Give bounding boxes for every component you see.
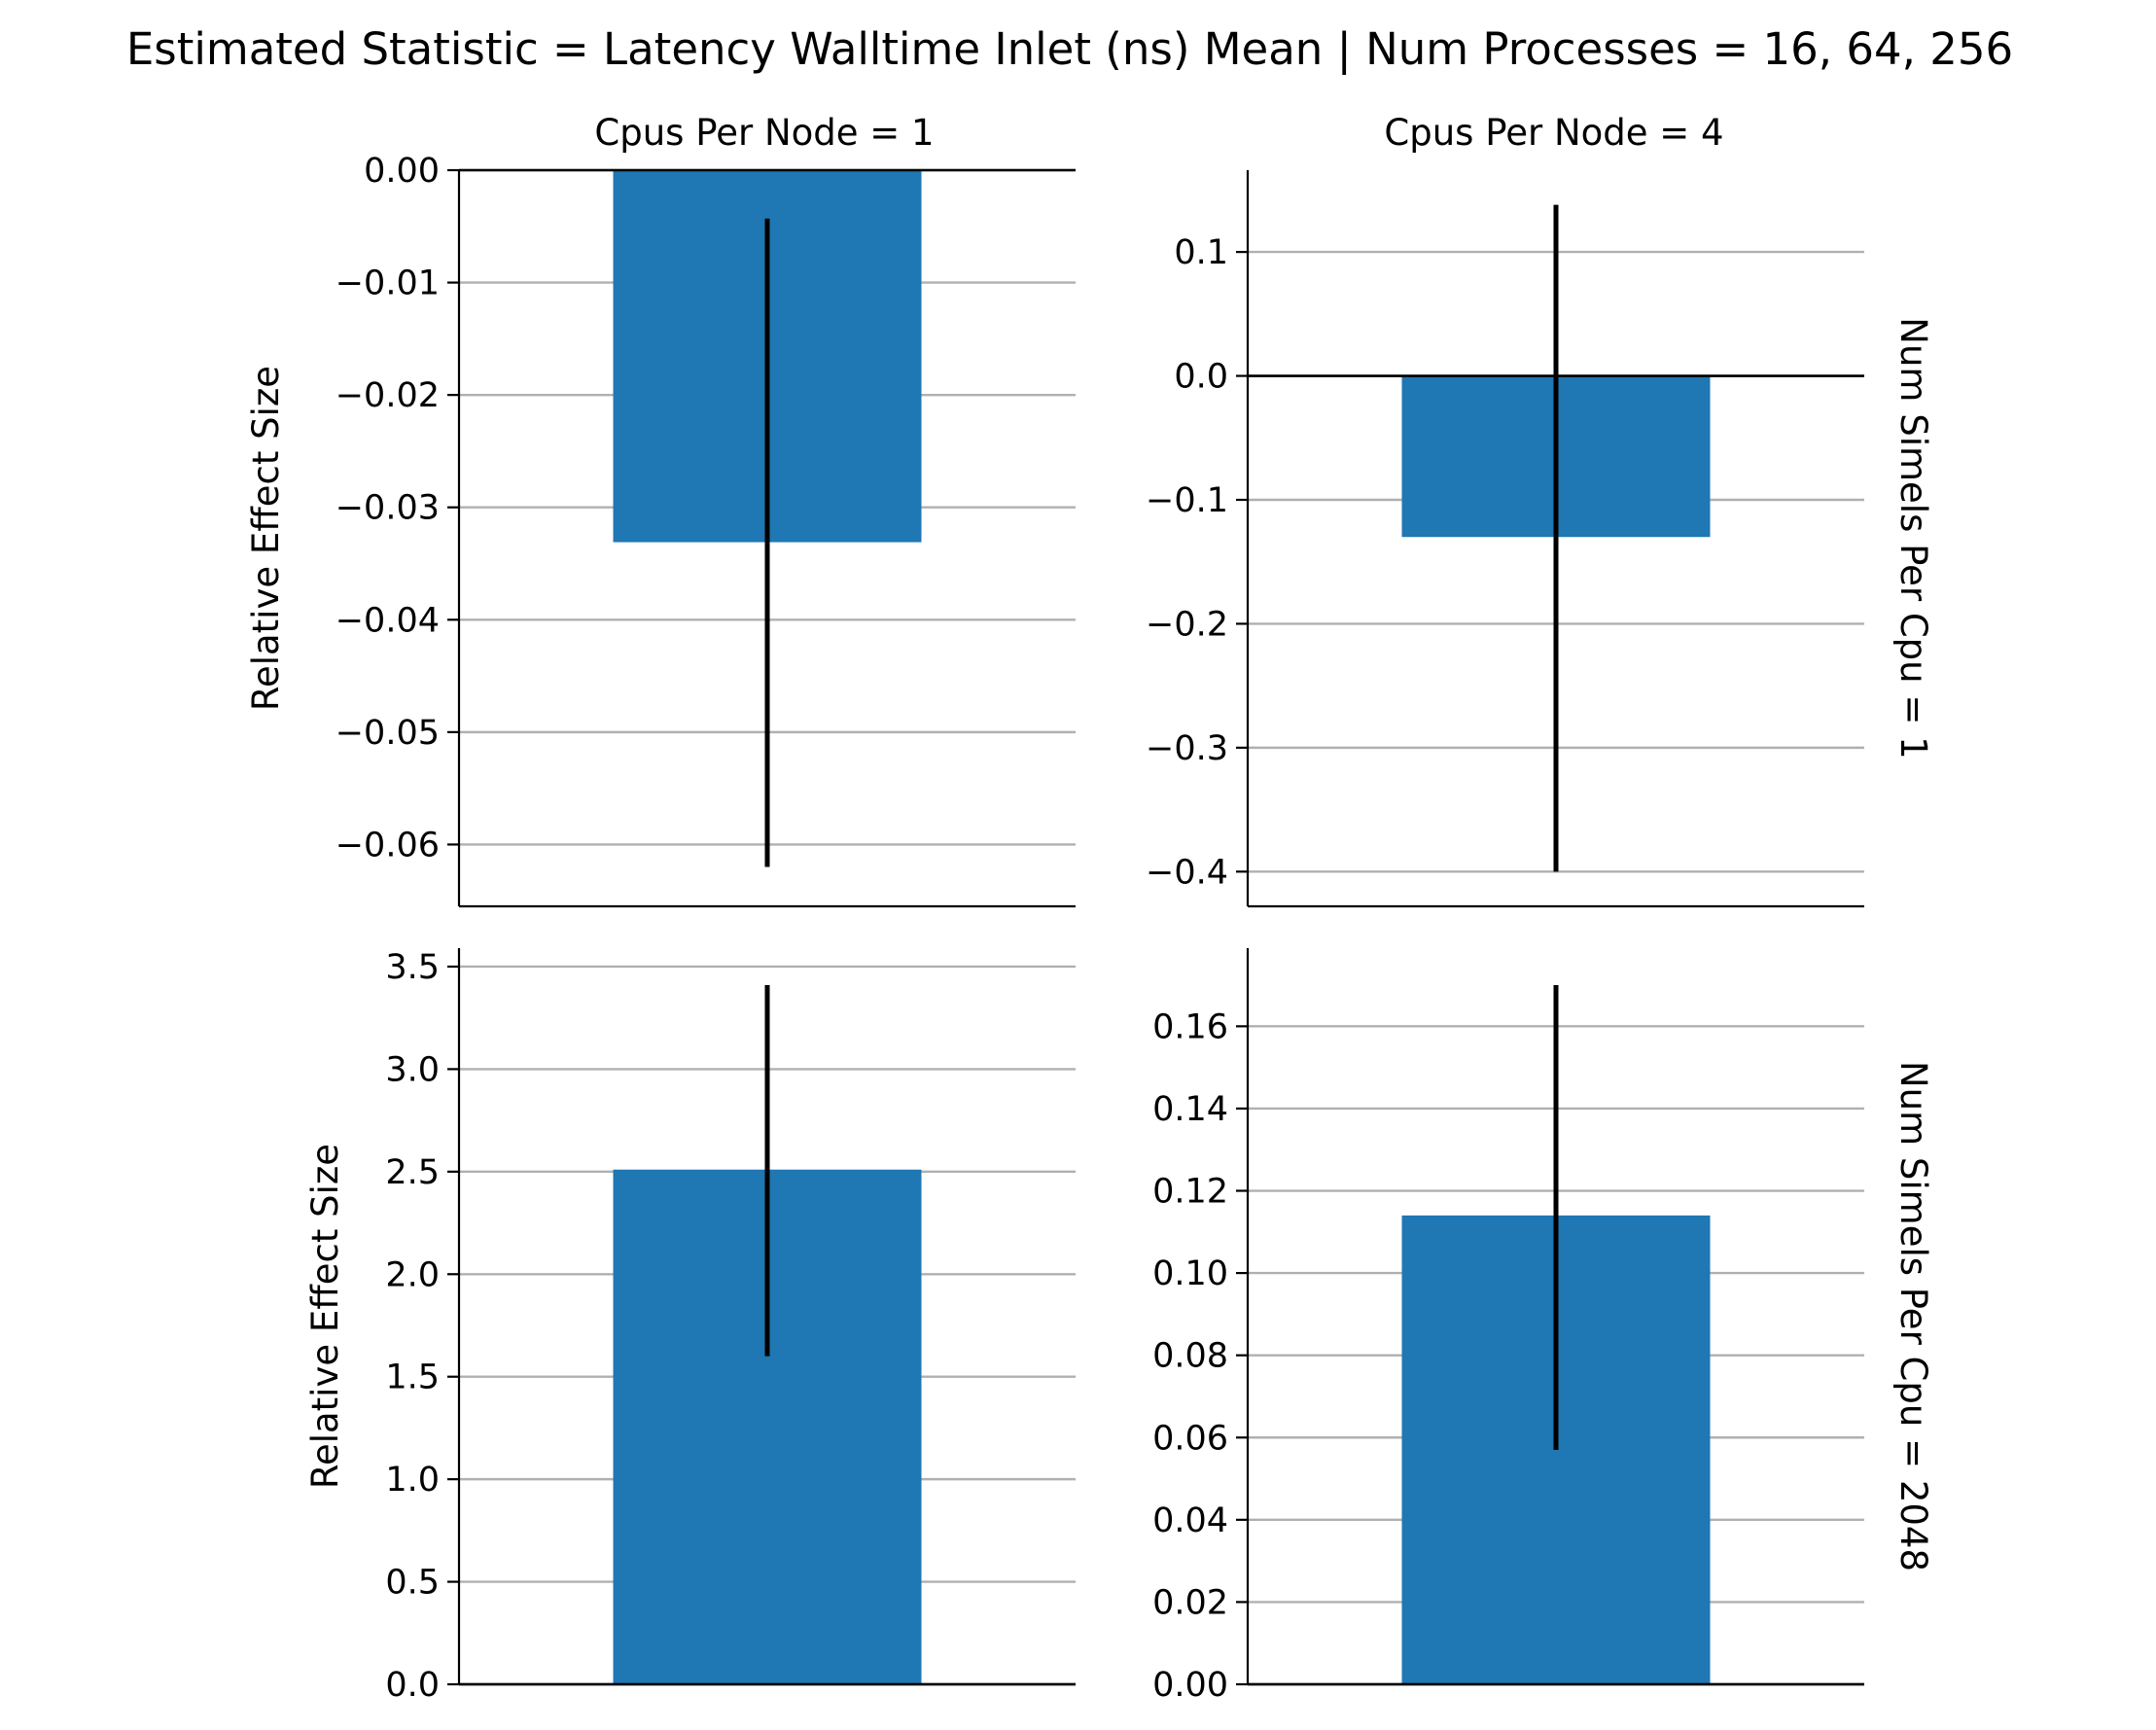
y-tick-label: −0.2 [1146, 605, 1228, 644]
y-axis-label: Relative Effect Size [304, 1144, 346, 1489]
panel-0-1: 0.1 0.0 −0.1 −0.2 −0.3 −0.4 Num Simels Per Cpu… [1146, 170, 1934, 908]
y-tick-label: 3.0 [385, 1050, 440, 1089]
y-tick-label: −0.03 [336, 489, 440, 528]
y-tick-label: 0.12 [1152, 1173, 1228, 1212]
panel-0-0: 0.00 −0.01 −0.02 −0.03 −0.04 −0.05 −0.06 Relati… [245, 152, 1076, 908]
y-tick-label: 0.08 [1152, 1337, 1228, 1376]
y-tick-label: 0.0 [385, 1666, 440, 1705]
y-tick-label: 3.5 [385, 948, 440, 987]
y-tick-label: −0.1 [1146, 481, 1228, 520]
column-title-cpus-per-node-4: Cpus Per Node = 4 [1384, 112, 1723, 154]
y-tick-label: 0.14 [1152, 1090, 1228, 1129]
y-tick-label: 2.0 [385, 1255, 440, 1294]
y-tick-label: 2.5 [385, 1153, 440, 1192]
y-tick-label: 0.0 [1174, 358, 1228, 397]
y-tick-label: 0.5 [385, 1564, 440, 1603]
y-tick-label: 0.1 [1174, 233, 1228, 272]
y-tick-label: 0.16 [1152, 1007, 1228, 1046]
column-title-cpus-per-node-1: Cpus Per Node = 1 [594, 112, 934, 154]
y-axis-label: Relative Effect Size [245, 366, 287, 711]
y-tick-label: −0.04 [336, 601, 440, 640]
y-tick-label: 1.5 [385, 1359, 440, 1397]
y-tick-label: −0.01 [336, 265, 440, 303]
y-tick-label: 1.0 [385, 1461, 440, 1500]
y-tick-label: 0.04 [1152, 1501, 1228, 1540]
y-tick-label: 0.10 [1152, 1254, 1228, 1293]
y-tick-label: −0.4 [1146, 853, 1228, 892]
panel-1-0: 0.0 0.5 1.0 1.5 2.0 2.5 3.0 3.5 Relative Effect … [304, 948, 1076, 1705]
y-tick-label: −0.02 [336, 376, 440, 415]
y-tick-label: 0.06 [1152, 1419, 1228, 1458]
y-tick-label: −0.05 [336, 714, 440, 753]
y-tick-label: 0.00 [1152, 1666, 1228, 1705]
chart-title: Estimated Statistic = Latency Walltime I… [126, 23, 2013, 75]
row-title: Num Simels Per Cpu = 2048 [1892, 1061, 1934, 1571]
row-title: Num Simels Per Cpu = 1 [1892, 317, 1934, 759]
panel-1-1: 0.00 0.02 0.04 0.06 0.08 0.10 0.12 0.14 0.16 Num … [1152, 948, 1934, 1705]
y-tick-label: −0.3 [1146, 729, 1228, 768]
y-tick-label: 0.02 [1152, 1583, 1228, 1622]
y-tick-label: 0.00 [364, 152, 440, 191]
y-tick-label: −0.06 [336, 826, 440, 865]
